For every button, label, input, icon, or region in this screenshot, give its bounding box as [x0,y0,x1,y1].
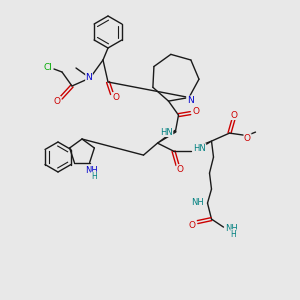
Text: O: O [112,92,119,101]
Text: O: O [177,165,184,174]
Text: NH: NH [191,198,204,207]
Text: O: O [231,111,238,120]
Text: O: O [53,97,61,106]
Polygon shape [201,141,211,147]
Text: O: O [189,220,196,230]
Text: Cl: Cl [44,62,52,71]
Text: HN: HN [160,128,173,136]
Text: H: H [91,172,97,181]
Text: N: N [187,96,194,105]
Text: NH: NH [85,166,98,175]
Text: N: N [85,74,92,82]
Text: HN: HN [193,144,206,153]
Text: O: O [193,106,200,116]
Text: H: H [231,230,236,238]
Polygon shape [158,130,176,143]
Text: O: O [244,134,251,142]
Text: NH: NH [225,224,238,232]
